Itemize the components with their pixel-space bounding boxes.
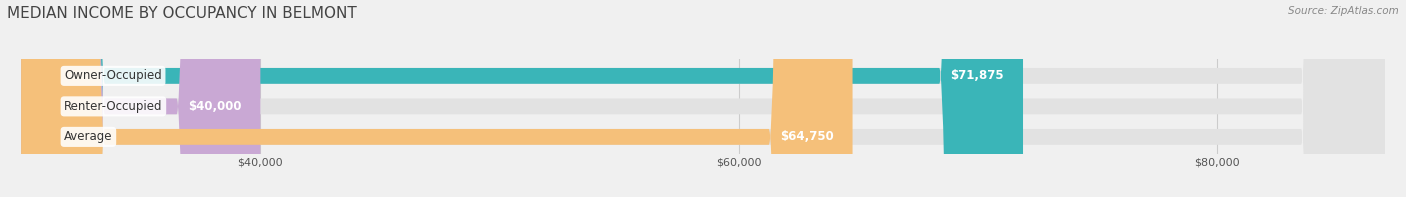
Text: $40,000: $40,000	[188, 100, 242, 113]
Text: Renter-Occupied: Renter-Occupied	[65, 100, 163, 113]
Text: Average: Average	[65, 130, 112, 143]
FancyBboxPatch shape	[21, 0, 1385, 197]
Text: $64,750: $64,750	[780, 130, 834, 143]
FancyBboxPatch shape	[21, 0, 852, 197]
FancyBboxPatch shape	[21, 0, 1385, 197]
FancyBboxPatch shape	[21, 0, 260, 197]
FancyBboxPatch shape	[21, 0, 1024, 197]
Text: Source: ZipAtlas.com: Source: ZipAtlas.com	[1288, 6, 1399, 16]
Text: $71,875: $71,875	[950, 69, 1004, 82]
Text: MEDIAN INCOME BY OCCUPANCY IN BELMONT: MEDIAN INCOME BY OCCUPANCY IN BELMONT	[7, 6, 357, 21]
Text: Owner-Occupied: Owner-Occupied	[65, 69, 162, 82]
FancyBboxPatch shape	[21, 0, 1385, 197]
